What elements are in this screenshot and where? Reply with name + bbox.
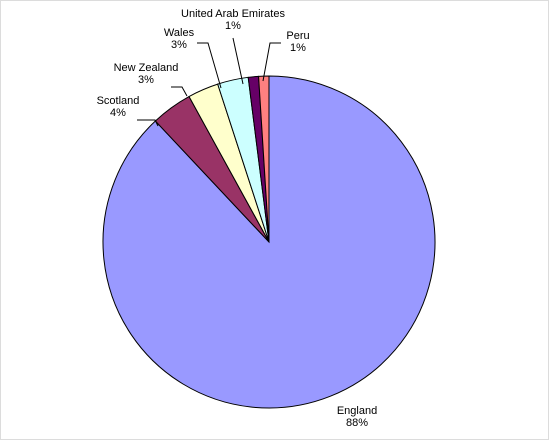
slice-label: Scotland 4% [97,95,140,119]
slice-label: United Arab Emirates 1% [181,8,285,32]
slice-category-text: New Zealand [114,62,179,74]
slice-percent-text: 88% [346,417,368,429]
slice-category-text: Scotland [97,95,140,107]
slice-category-text: England [337,405,377,417]
slice-percent-text: 3% [138,74,154,86]
slice-percent-text: 4% [110,107,126,119]
slice-percent-text: 1% [290,42,306,54]
slice-label: New Zealand 3% [114,62,179,86]
slice-label: Wales 3% [164,27,195,51]
slice-category-text: United Arab Emirates [181,8,285,20]
leader-line [262,42,281,82]
slice-percent-text: 3% [171,39,187,51]
leader-line [232,37,244,85]
slice-label: Peru 1% [286,30,309,54]
leader-line [137,119,159,127]
slice-percent-text: 1% [225,20,241,32]
slice-label: England 88% [337,405,377,429]
leader-line [197,42,222,89]
leader-line [171,86,188,97]
slice-category-text: Wales [164,27,195,39]
slice-category-text: Peru [286,30,309,42]
